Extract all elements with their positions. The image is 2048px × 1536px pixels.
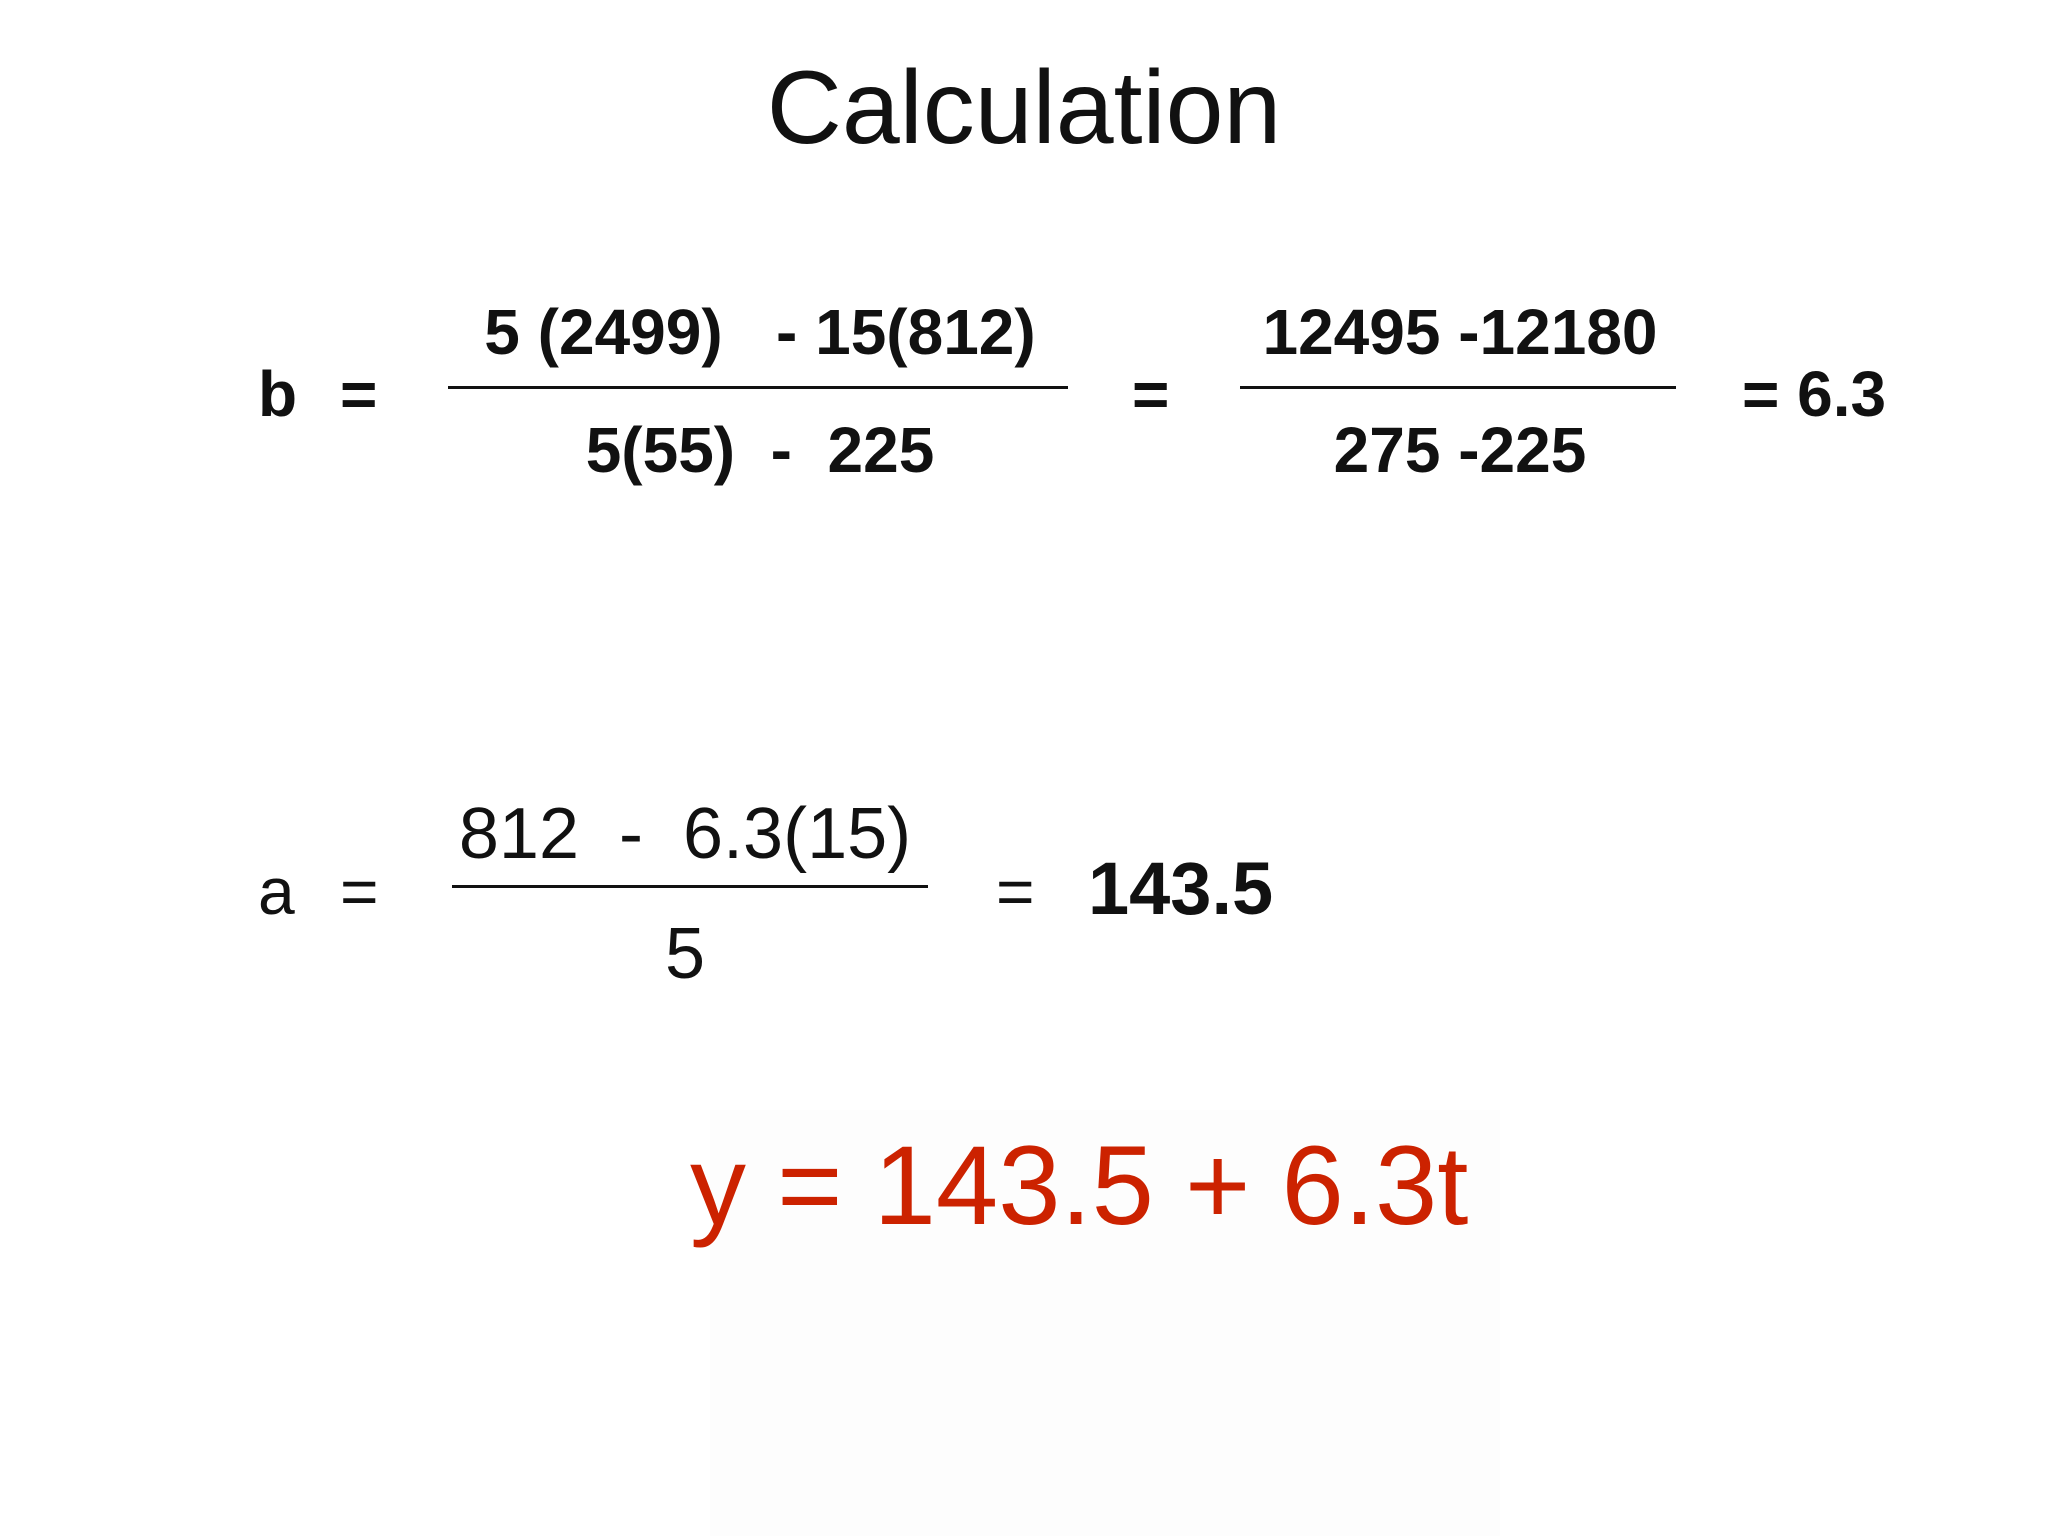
b-fraction1-denominator: 5(55) - 225 [585, 414, 935, 486]
a-fraction-bar [452, 885, 928, 888]
a-equals-sign-2: = [996, 854, 1035, 928]
result-background-panel [710, 1110, 1500, 1536]
b-fraction2-denominator: 275 -225 [1333, 414, 1587, 486]
b-fraction1-numerator: 5 (2499) - 15(812) [484, 296, 1036, 368]
a-variable: a [258, 854, 295, 928]
final-regression-equation: y = 143.5 + 6.3t [690, 1123, 1469, 1248]
b-variable: b [258, 358, 298, 430]
b-fraction2-bar [1240, 386, 1676, 389]
b-result: = 6.3 [1742, 358, 1887, 430]
b-equals-sign: = [340, 358, 378, 430]
a-equals-sign: = [340, 854, 379, 928]
a-numerator: 812 - 6.3(15) [458, 794, 912, 874]
b-equals-sign-2: = [1132, 358, 1170, 430]
b-fraction1-bar [448, 386, 1068, 389]
a-denominator: 5 [664, 914, 706, 994]
b-fraction2-numerator: 12495 -12180 [1262, 296, 1658, 368]
a-result: 143.5 [1088, 847, 1274, 930]
slide-title: Calculation [766, 50, 1282, 166]
